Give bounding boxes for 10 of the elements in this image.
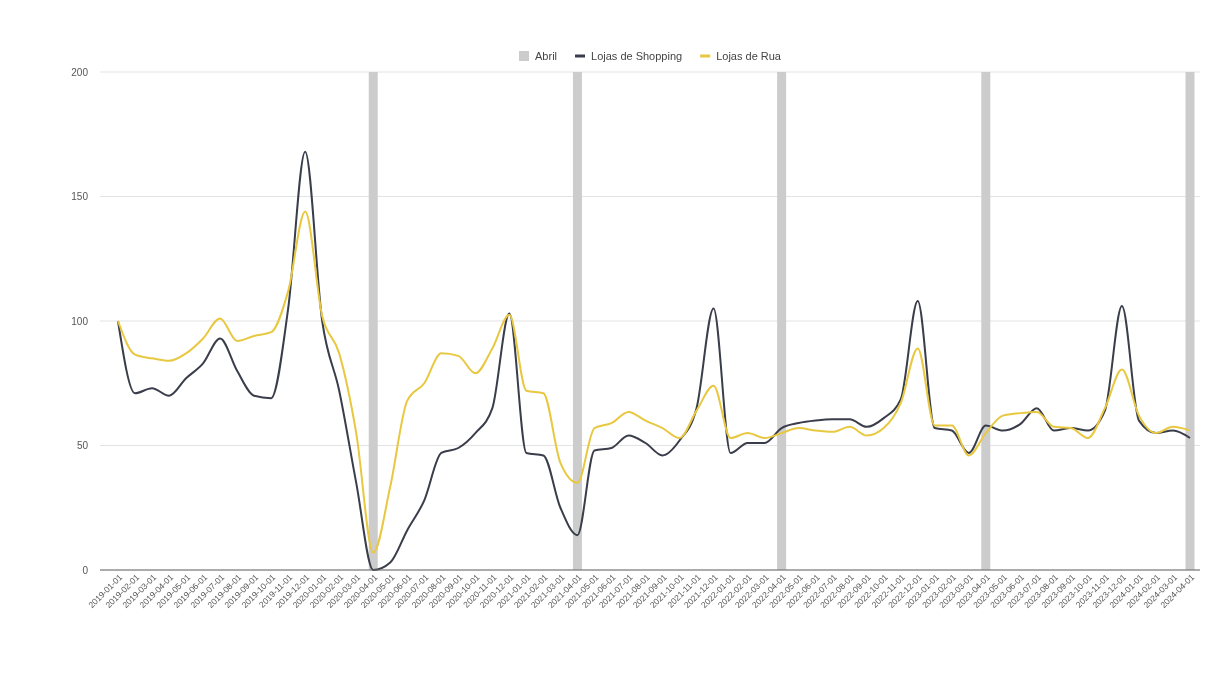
legend-label: Lojas de Rua	[716, 50, 782, 62]
y-tick-label: 100	[71, 315, 89, 327]
line-series	[117, 210, 1191, 554]
legend-label: Lojas de Shopping	[591, 50, 683, 62]
line-series	[117, 150, 1191, 571]
y-tick-label: 200	[71, 66, 89, 78]
y-tick-label: 150	[71, 191, 89, 203]
legend-label: Abril	[535, 50, 558, 62]
y-tick-label: 0	[82, 564, 89, 576]
y-tick-label: 50	[76, 440, 89, 452]
